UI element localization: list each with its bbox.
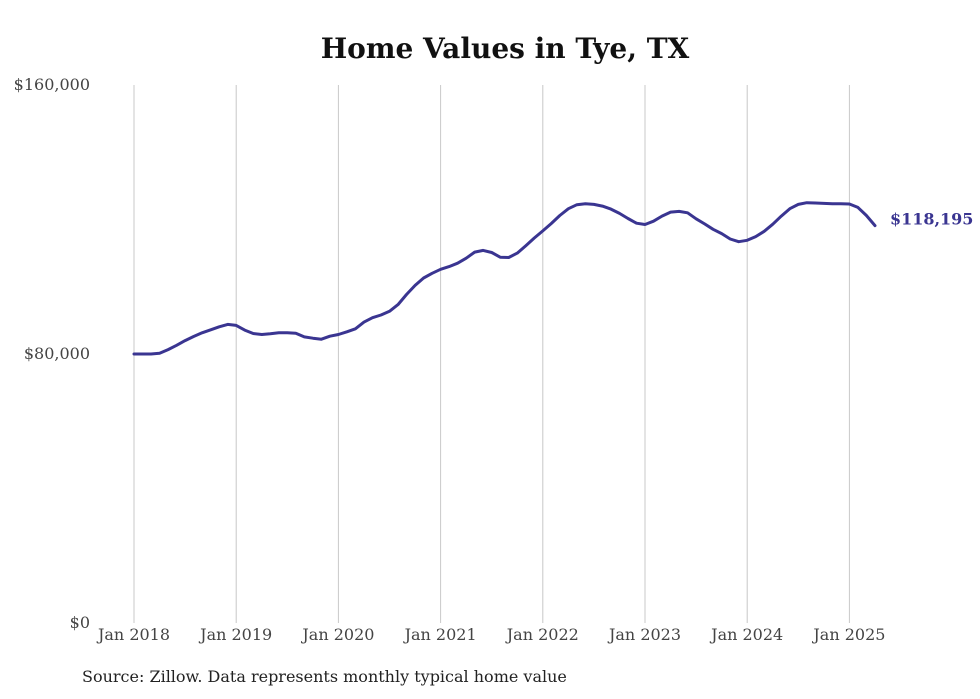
x-tick-label: Jan 2025	[811, 625, 885, 644]
x-tick-label: Jan 2019	[198, 625, 272, 644]
chart-title: Home Values in Tye, TX	[321, 32, 690, 65]
latest-value-label: $118,195	[890, 210, 974, 229]
y-tick-label: $80,000	[24, 344, 90, 363]
y-axis: $0 $80,000 $160,000	[14, 75, 90, 632]
gridlines	[133, 85, 850, 623]
x-tick-label: Jan 2018	[96, 625, 170, 644]
x-tick-label: Jan 2024	[709, 625, 783, 644]
x-axis: Jan 2018 Jan 2019 Jan 2020 Jan 2021 Jan 2022…	[96, 625, 885, 644]
source-note: Source: Zillow. Data represents monthly …	[82, 667, 567, 686]
y-tick-label: $160,000	[14, 75, 90, 94]
home-value-series-line	[132, 201, 877, 356]
y-tick-label: $0	[70, 613, 90, 632]
x-tick-label: Jan 2023	[607, 625, 681, 644]
x-tick-label: Jan 2022	[505, 625, 579, 644]
x-tick-label: Jan 2021	[403, 625, 477, 644]
x-tick-label: Jan 2020	[300, 625, 374, 644]
